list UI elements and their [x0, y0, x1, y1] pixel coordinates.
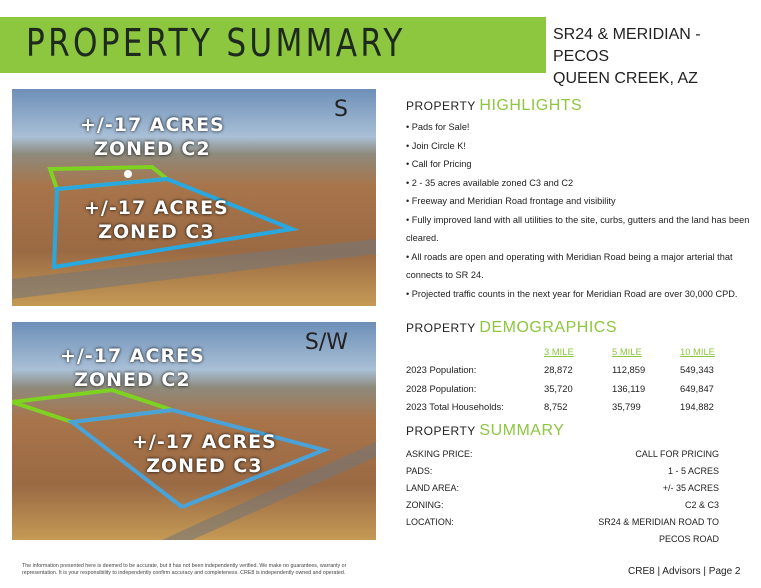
- cell: 136,119: [612, 382, 646, 394]
- list-item: • Fully improved land with all utilities…: [406, 214, 750, 244]
- row-label: LAND AREA:: [406, 482, 460, 493]
- list-item: • Join Circle K!: [406, 140, 466, 151]
- label-zoned-c2: +/-17 ACRES ZONED C2: [80, 113, 225, 161]
- column-header: 3 MILE: [544, 345, 574, 357]
- highlights-list: • Pads for Sale! • Join Circle K! • Call…: [406, 118, 751, 303]
- cell: 549,343: [680, 364, 714, 376]
- property-address: SR24 & MERIDIAN - PECOS QUEEN CREEK, AZ: [553, 24, 761, 90]
- table-row: ASKING PRICE: CALL FOR PRICING: [406, 445, 719, 462]
- demographics-table: 3 MILE 5 MILE 10 MILE 2023 Population: 28,8…: [406, 342, 743, 416]
- acres-text: +/-17 ACRES: [60, 345, 205, 367]
- list-item: • Call for Pricing: [406, 159, 472, 169]
- acres-text: +/-17 ACRES: [132, 431, 277, 453]
- parcel-outlines: [12, 164, 376, 299]
- aerial-photo-south: S +/-17 ACRES ZONED C2 +/-17 ACRES ZONED C…: [12, 89, 376, 306]
- acres-text: +/-17 ACRES: [80, 114, 225, 136]
- list-item: • All roads are open and operating with …: [406, 251, 733, 281]
- page-footer: CRE8 | Advisors | Page 2: [628, 566, 741, 577]
- row-label: ZONING:: [406, 499, 444, 510]
- parcel-c2-outline: [12, 387, 173, 425]
- list-item: • 2 - 35 acres available zoned C3 and C2: [406, 177, 574, 188]
- table-row: PADS: 1 - 5 ACRES: [406, 462, 719, 479]
- direction-label: S/W: [304, 330, 348, 355]
- heading-prefix: PROPERTY: [406, 321, 476, 335]
- demographics-heading: PROPERTY DEMOGRAPHICS: [406, 319, 617, 337]
- label-zoned-c3: +/-17 ACRES ZONED C3: [84, 196, 229, 244]
- zoning-text: ZONED C2: [94, 138, 211, 160]
- zoning-text: ZONED C2: [74, 369, 191, 391]
- parcel-c3-outline: [66, 407, 331, 510]
- cell: 649,847: [680, 382, 714, 394]
- column-header: 10 MILE: [680, 345, 715, 357]
- list-item: • Projected traffic counts in the next y…: [406, 288, 738, 299]
- list-item: • Freeway and Meridian Road frontage and…: [406, 196, 616, 206]
- heading-title: SUMMARY: [479, 422, 565, 439]
- zoning-text: ZONED C3: [146, 455, 263, 477]
- row-value: 1 - 5 ACRES: [667, 465, 719, 476]
- row-label: LOCATION:: [406, 516, 454, 527]
- row-value: CALL FOR PRICING: [635, 448, 719, 459]
- cell: 112,859: [612, 364, 646, 376]
- table-row: LOCATION: SR24 & MERIDIAN ROAD TO: [406, 513, 719, 530]
- row-value: PECOS ROAD: [658, 533, 719, 544]
- row-label: 2028 Population:: [406, 382, 477, 394]
- list-item: • Pads for Sale!: [406, 122, 470, 132]
- table-row: LAND AREA: +/- 35 ACRES: [406, 479, 719, 496]
- table-row: 2023 Total Households: 8,752 35,799 194,882: [406, 398, 743, 417]
- table-header: 3 MILE 5 MILE 10 MILE: [406, 342, 743, 361]
- aerial-photo-southwest: S/W +/-17 ACRES ZONED C2 +/-17 ACRES ZONED…: [12, 322, 376, 540]
- heading-title: HIGHLIGHTS: [479, 97, 583, 114]
- marker-dot: [124, 170, 132, 178]
- parcel-outlines: [12, 387, 376, 540]
- address-line: SR24 & MERIDIAN - PECOS: [553, 26, 701, 65]
- row-label: 2023 Total Households:: [406, 401, 504, 413]
- cell: 194,882: [680, 401, 714, 413]
- cell: 28,872: [544, 364, 573, 376]
- table-row: 2023 Population: 28,872 112,859 549,343: [406, 361, 743, 380]
- row-label: 2023 Population:: [406, 364, 477, 376]
- summary-table: ASKING PRICE: CALL FOR PRICING PADS: 1 - 5…: [406, 445, 719, 547]
- address-city: QUEEN CREEK, AZ: [553, 70, 698, 87]
- label-zoned-c3: +/-17 ACRES ZONED C3: [132, 430, 277, 478]
- row-label: ASKING PRICE:: [406, 448, 473, 459]
- cell: 35,799: [612, 401, 641, 413]
- highlights-heading: PROPERTY HIGHLIGHTS: [406, 97, 582, 115]
- row-value: C2 & C3: [684, 499, 719, 510]
- row-value: SR24 & MERIDIAN ROAD TO: [598, 516, 719, 527]
- heading-title: DEMOGRAPHICS: [479, 319, 617, 336]
- road: [162, 442, 376, 540]
- page-title: PROPERTY SUMMARY: [26, 21, 406, 65]
- table-row: 2028 Population: 35,720 136,119 649,847: [406, 379, 743, 398]
- zoning-text: ZONED C3: [98, 221, 215, 243]
- table-row: ZONING: C2 & C3: [406, 496, 719, 513]
- cell: 8,752: [544, 401, 568, 413]
- column-header: 5 MILE: [612, 345, 642, 357]
- direction-label: S: [334, 97, 348, 122]
- label-zoned-c2: +/-17 ACRES ZONED C2: [60, 344, 205, 392]
- table-row: PECOS ROAD: [406, 530, 719, 547]
- acres-text: +/-17 ACRES: [84, 197, 229, 219]
- summary-heading: PROPERTY SUMMARY: [406, 422, 564, 440]
- heading-prefix: PROPERTY: [406, 424, 476, 438]
- road: [12, 239, 376, 299]
- disclaimer: The information presented here is deemed…: [22, 563, 347, 576]
- heading-prefix: PROPERTY: [406, 99, 476, 113]
- parcel-c3-outline: [51, 176, 300, 270]
- cell: 35,720: [544, 382, 573, 394]
- row-label: PADS:: [406, 465, 433, 476]
- row-value: +/- 35 ACRES: [662, 482, 719, 493]
- header-banner: PROPERTY SUMMARY: [0, 17, 546, 73]
